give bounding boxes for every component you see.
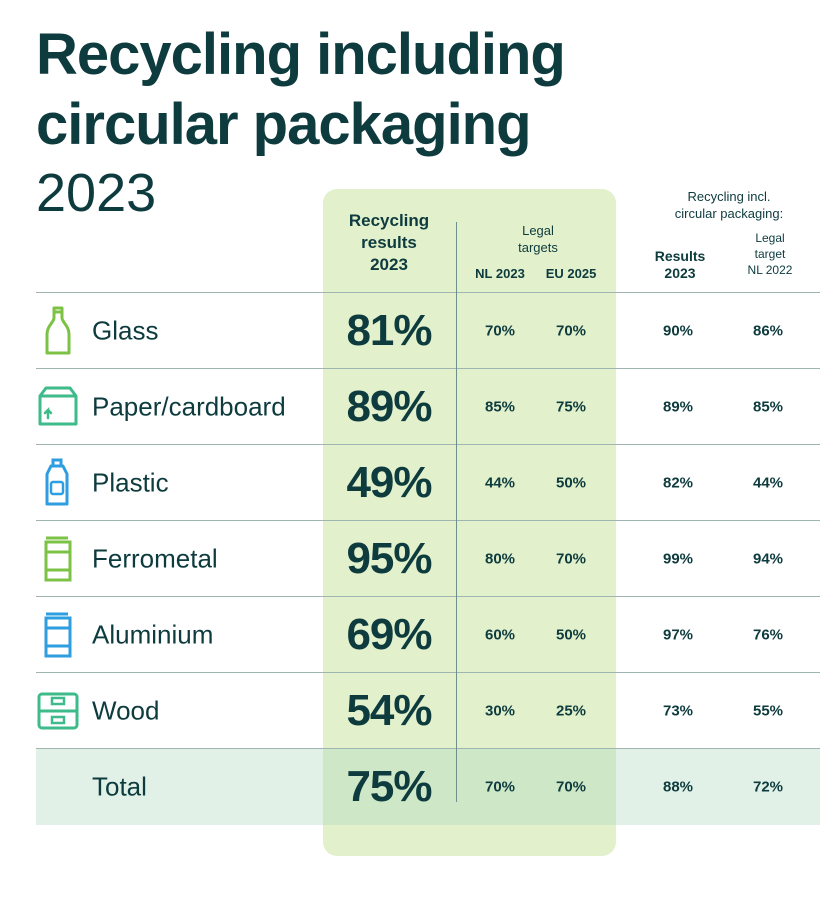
header-legal-target-nl-2022: Legal target NL 2022 bbox=[730, 230, 810, 278]
legal-target-nl-2023-value: 70% bbox=[484, 322, 516, 340]
legal-target-eu-2025-value: 70% bbox=[555, 778, 587, 796]
header-circular-line: Recycling incl. bbox=[687, 189, 771, 204]
material-label: Paper/cardboard bbox=[92, 391, 286, 422]
recycling-result-value: 69% bbox=[346, 610, 432, 659]
row-divider bbox=[36, 292, 820, 293]
circular-target-nl-2022-value: 44% bbox=[752, 474, 784, 492]
header-circular-packaging: Recycling incl. circular packaging: bbox=[636, 188, 822, 222]
legal-target-eu-2025-value: 50% bbox=[555, 626, 587, 644]
legal-target-eu-2025-value: 75% bbox=[555, 398, 587, 416]
legal-target-nl-2023-value: 70% bbox=[484, 778, 516, 796]
table-row: Glass 81% 70% 70% 90% 86% bbox=[36, 293, 820, 369]
recycling-results-column-highlight bbox=[323, 189, 616, 856]
circular-result-2023-value: 82% bbox=[662, 474, 694, 492]
circular-result-2023-value: 99% bbox=[662, 550, 694, 568]
legal-target-eu-2025-value: 70% bbox=[555, 322, 587, 340]
material-label: Wood bbox=[92, 695, 160, 726]
table-row-total: Total 75% 70% 70% 88% 72% bbox=[36, 749, 820, 825]
header-legal-targets-line: targets bbox=[518, 240, 558, 255]
header-legal-target-line: Legal bbox=[755, 231, 785, 245]
recycling-result-value: 49% bbox=[346, 458, 432, 507]
row-divider bbox=[36, 748, 820, 749]
table-row: Aluminium 69% 60% 50% 97% 76% bbox=[36, 597, 820, 673]
recycling-result-value: 81% bbox=[346, 306, 432, 355]
header-recycling-results: Recycling results 2023 bbox=[330, 210, 448, 276]
page-title-line-2: circular packaging bbox=[36, 92, 532, 157]
circular-target-nl-2022-value: 72% bbox=[752, 778, 784, 796]
row-divider bbox=[36, 596, 820, 597]
circular-target-nl-2022-value: 86% bbox=[752, 322, 784, 340]
header-recycling-results-line: 2023 bbox=[370, 255, 408, 274]
legal-targets-divider bbox=[456, 222, 457, 802]
page-title-year: 2023 bbox=[36, 163, 157, 223]
legal-target-nl-2023-value: 80% bbox=[484, 550, 516, 568]
header-legal-targets-line: Legal bbox=[522, 223, 554, 238]
recycling-result-value: 54% bbox=[346, 686, 432, 735]
circular-result-2023-value: 88% bbox=[662, 778, 694, 796]
can-icon bbox=[36, 610, 80, 660]
header-legal-target-line: NL 2022 bbox=[747, 263, 793, 277]
header-recycling-results-line: Recycling bbox=[348, 211, 430, 230]
circular-target-nl-2022-value: 55% bbox=[752, 702, 784, 720]
header-circular-line: circular packaging: bbox=[674, 206, 784, 221]
header-nl-2023: NL 2023 bbox=[475, 266, 525, 281]
box-icon bbox=[36, 382, 80, 432]
header-legal-targets: Legal targets bbox=[470, 222, 606, 256]
circular-result-2023-value: 90% bbox=[662, 322, 694, 340]
row-divider bbox=[36, 368, 820, 369]
circular-target-nl-2022-value: 94% bbox=[752, 550, 784, 568]
circular-target-nl-2022-value: 76% bbox=[752, 626, 784, 644]
legal-target-nl-2023-value: 44% bbox=[484, 474, 516, 492]
circular-result-2023-value: 73% bbox=[662, 702, 694, 720]
legal-target-eu-2025-value: 70% bbox=[555, 550, 587, 568]
material-label: Aluminium bbox=[92, 619, 214, 650]
bottle-icon bbox=[36, 306, 80, 356]
material-label: Total bbox=[92, 771, 147, 802]
table-row: Wood 54% 30% 25% 73% 55% bbox=[36, 673, 820, 749]
table-row: Paper/cardboard 89% 85% 75% 89% 85% bbox=[36, 369, 820, 445]
legal-target-nl-2023-value: 60% bbox=[484, 626, 516, 644]
header-results-2023: Results 2023 bbox=[640, 248, 720, 282]
legal-target-nl-2023-value: 85% bbox=[484, 398, 516, 416]
row-divider bbox=[36, 444, 820, 445]
circular-result-2023-value: 89% bbox=[662, 398, 694, 416]
header-results-line: 2023 bbox=[664, 265, 696, 281]
header-results-line: Results bbox=[654, 248, 706, 264]
header-recycling-results-line: results bbox=[361, 233, 417, 252]
material-label: Ferrometal bbox=[92, 543, 218, 574]
legal-target-nl-2023-value: 30% bbox=[484, 702, 516, 720]
circular-result-2023-value: 97% bbox=[662, 626, 694, 644]
page-title-line-1: Recycling including bbox=[36, 22, 566, 87]
can-icon bbox=[36, 534, 80, 584]
row-divider bbox=[36, 520, 820, 521]
header-eu-2025: EU 2025 bbox=[545, 266, 597, 281]
material-label: Plastic bbox=[92, 467, 169, 498]
legal-target-eu-2025-value: 25% bbox=[555, 702, 587, 720]
header-legal-target-line: target bbox=[754, 247, 786, 261]
recycling-result-value: 89% bbox=[346, 382, 432, 431]
circular-target-nl-2022-value: 85% bbox=[752, 398, 784, 416]
row-divider bbox=[36, 672, 820, 673]
crate-icon bbox=[36, 686, 80, 736]
table-row: Plastic 49% 44% 50% 82% 44% bbox=[36, 445, 820, 521]
recycling-result-value: 75% bbox=[346, 762, 432, 811]
legal-target-eu-2025-value: 50% bbox=[555, 474, 587, 492]
material-label: Glass bbox=[92, 315, 159, 346]
recycling-result-value: 95% bbox=[346, 534, 432, 583]
table-row: Ferrometal 95% 80% 70% 99% 94% bbox=[36, 521, 820, 597]
plastic-bottle-icon bbox=[36, 458, 80, 508]
